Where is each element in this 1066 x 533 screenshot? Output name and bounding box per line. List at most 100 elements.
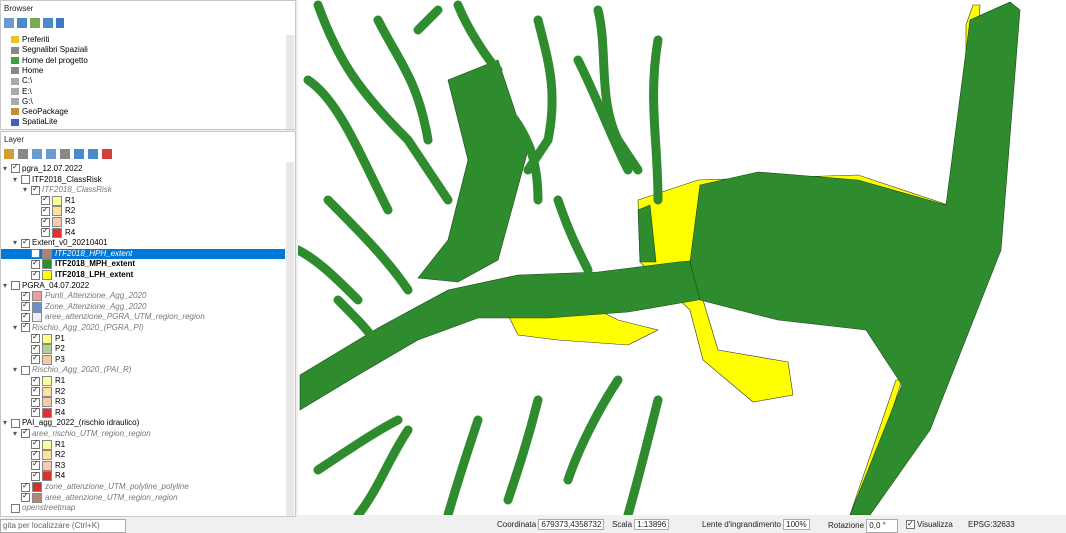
- layer-row[interactable]: R1: [23, 375, 66, 386]
- checkbox[interactable]: [11, 418, 20, 428]
- layer-row[interactable]: ▾ ITF2018_ClassRisk: [13, 175, 102, 185]
- legend-swatch: [42, 439, 52, 450]
- browser-item[interactable]: Home del progetto: [11, 56, 88, 66]
- rotation-field[interactable]: 0,0 °: [866, 519, 899, 533]
- layer-row[interactable]: P1: [23, 332, 65, 344]
- coordinate-label: Coordinata: [497, 520, 537, 529]
- layer-label: R1: [55, 439, 66, 449]
- item-label: Preferiti: [22, 35, 50, 44]
- layer-label: R3: [55, 460, 66, 470]
- checkbox[interactable]: [41, 226, 50, 238]
- layer-row[interactable]: ▾ pgra_12.07.2022: [3, 162, 83, 174]
- checkbox[interactable]: [31, 269, 40, 280]
- coordinate-field[interactable]: 679373,4358732: [538, 519, 605, 530]
- checkbox[interactable]: [21, 321, 30, 333]
- layer-label: openstreetmap: [22, 503, 76, 513]
- expander[interactable]: ▾: [23, 185, 28, 195]
- checkbox[interactable]: [11, 503, 20, 513]
- expander[interactable]: ▾: [13, 429, 18, 438]
- browser-item[interactable]: GeoPackage: [11, 107, 68, 117]
- item-icon: [11, 46, 19, 54]
- expander[interactable]: ▾: [13, 323, 18, 332]
- layer-row[interactable]: ITF2018_HPH_extent: [1, 248, 285, 259]
- expander[interactable]: ▾: [3, 418, 8, 428]
- layer-row[interactable]: P2: [23, 343, 65, 355]
- layer-row[interactable]: openstreetmap: [3, 503, 75, 513]
- layer-row[interactable]: ▾ Rischio_Agg_2020_(PAI_R): [13, 365, 131, 375]
- layer-row[interactable]: Punti_Attenzione_Agg_2020: [13, 290, 146, 302]
- legend-swatch: [52, 206, 62, 217]
- browser-item[interactable]: Home: [11, 66, 43, 76]
- render-toggle[interactable]: Visualizza: [906, 518, 953, 531]
- layer-row[interactable]: ▾ aree_rischio_UTM_region_region: [13, 427, 151, 439]
- browser-item[interactable]: SpatiaLite: [11, 117, 58, 127]
- render-label: Visualizza: [917, 520, 953, 529]
- crs-button[interactable]: EPSG:32633: [968, 520, 1015, 529]
- layer-row[interactable]: R4: [33, 226, 75, 238]
- expander[interactable]: ▾: [3, 280, 8, 290]
- expander[interactable]: ▾: [13, 174, 18, 184]
- layer-row[interactable]: ▾ Extent_v0_20210401: [13, 237, 108, 248]
- layer-row[interactable]: aree_attenzione_PGRA_UTM_region_region: [13, 311, 205, 323]
- layer-row[interactable]: R2: [33, 205, 75, 217]
- layer-row[interactable]: R2: [23, 449, 65, 461]
- checkbox[interactable]: [31, 406, 40, 418]
- layer-row[interactable]: R1: [23, 438, 66, 450]
- layer-label: ITF2018_ClassRisk: [32, 174, 102, 184]
- layer-row[interactable]: R3: [23, 459, 66, 471]
- layer-row[interactable]: ▾ Rischio_Agg_2020_(PGRA_PI): [13, 321, 144, 333]
- layer-row[interactable]: ▾ PGRA_04.07.2022: [3, 281, 89, 291]
- layer-row[interactable]: Zone_Attenzione_Agg_2020: [13, 300, 146, 312]
- layer-row[interactable]: R4: [23, 470, 66, 482]
- layer-row[interactable]: R1: [33, 194, 75, 206]
- layer-row[interactable]: R3: [23, 396, 65, 408]
- layer-row[interactable]: ▾ ITF2018_ClassRisk: [23, 184, 112, 195]
- magnifier-field[interactable]: 100%: [783, 519, 810, 530]
- layer-row[interactable]: ITF2018_MPH_extent: [23, 258, 136, 270]
- legend-swatch: [42, 259, 52, 270]
- checkbox[interactable]: [21, 427, 30, 439]
- checkbox[interactable]: [31, 184, 40, 195]
- layer-toolbar[interactable]: [4, 149, 134, 159]
- map-canvas[interactable]: [298, 0, 1066, 515]
- expander[interactable]: ▾: [13, 365, 18, 375]
- checkbox[interactable]: [21, 491, 30, 503]
- layer-label: R1: [55, 376, 66, 386]
- browser-toolbar[interactable]: [4, 18, 84, 28]
- checkbox[interactable]: [21, 365, 30, 375]
- layer-label: aree_rischio_UTM_region_region: [32, 429, 151, 438]
- legend-swatch: [42, 407, 52, 418]
- checkbox[interactable]: [11, 280, 20, 290]
- browser-item[interactable]: G:\: [11, 97, 33, 107]
- layer-label: ITF2018_MPH_extent: [55, 259, 136, 269]
- checkbox[interactable]: [21, 237, 30, 248]
- checkbox[interactable]: [31, 353, 40, 365]
- layer-row[interactable]: R2: [23, 385, 65, 397]
- legend-swatch: [42, 270, 52, 280]
- item-icon: [11, 36, 19, 44]
- checkbox[interactable]: [21, 174, 30, 184]
- layer-row[interactable]: zone_attenzione_UTM_polyline_polyline: [13, 481, 189, 492]
- layer-row[interactable]: R3: [33, 216, 75, 227]
- layer-row[interactable]: aree_attenzione_UTM_region_region: [13, 491, 178, 503]
- expander[interactable]: ▾: [13, 238, 18, 248]
- magnifier-widget: Lente d'ingrandimento 100%: [702, 519, 810, 531]
- checkbox[interactable]: [11, 162, 20, 174]
- checkbox[interactable]: [31, 470, 40, 481]
- layer-row[interactable]: P3: [23, 353, 65, 365]
- layer-label: ITF2018_ClassRisk: [42, 185, 112, 195]
- browser-item[interactable]: E:\: [11, 87, 32, 97]
- browser-item[interactable]: Preferiti: [11, 35, 50, 45]
- item-label: Home: [22, 65, 44, 75]
- layer-label: R4: [55, 471, 66, 481]
- scale-field[interactable]: 1:13896: [634, 519, 670, 530]
- legend-swatch: [42, 248, 52, 259]
- layer-row[interactable]: ▾ PAI_agg_2022_(rischio idraulico): [3, 418, 139, 428]
- layer-row[interactable]: ITF2018_LPH_extent: [23, 269, 133, 280]
- layer-row[interactable]: R4: [23, 406, 65, 418]
- browser-item[interactable]: Segnalibri Spaziali: [11, 45, 88, 55]
- expander[interactable]: ▾: [3, 164, 8, 173]
- browser-item[interactable]: C:\: [11, 76, 32, 86]
- locator-search[interactable]: gita per localizzare (Ctrl+K): [0, 519, 126, 533]
